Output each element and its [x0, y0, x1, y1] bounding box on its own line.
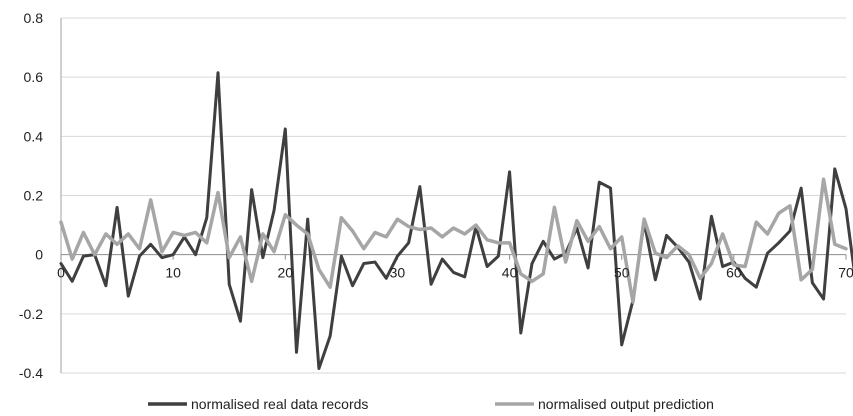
- y-tick-label: 0.4: [24, 128, 44, 144]
- x-tick-label: 30: [390, 265, 406, 281]
- tick-labels: 0.8 0.6 0.4 0.2 0 -0.2 -0.4 0 10 20 30 40 50 60 70: [19, 10, 853, 381]
- x-tick-label: 20: [277, 265, 293, 281]
- series-lines: [59, 71, 853, 371]
- x-tick-label: 70: [838, 265, 853, 281]
- y-tick-label: 0.6: [24, 69, 44, 85]
- y-tick-label: 0.2: [24, 188, 44, 204]
- y-tick-label: 0.8: [24, 10, 44, 26]
- x-tick-label: 0: [57, 265, 65, 281]
- x-tick-label: 50: [614, 265, 630, 281]
- legend-label-prediction: normalised output prediction: [538, 396, 714, 412]
- legend-label-real-data: normalised real data records: [191, 396, 368, 412]
- x-tick-label: 60: [726, 265, 742, 281]
- x-tick-label: 10: [165, 265, 181, 281]
- y-tick-label: -0.4: [19, 365, 43, 381]
- y-tick-label: 0: [35, 247, 43, 263]
- y-tick-label: -0.2: [19, 306, 43, 322]
- series-line-prediction: [59, 177, 848, 304]
- x-tick-label: 40: [502, 265, 518, 281]
- grid-lines: [61, 17, 846, 374]
- series-line-real-data: [59, 71, 853, 371]
- legend: normalised real data records normalised o…: [148, 396, 714, 412]
